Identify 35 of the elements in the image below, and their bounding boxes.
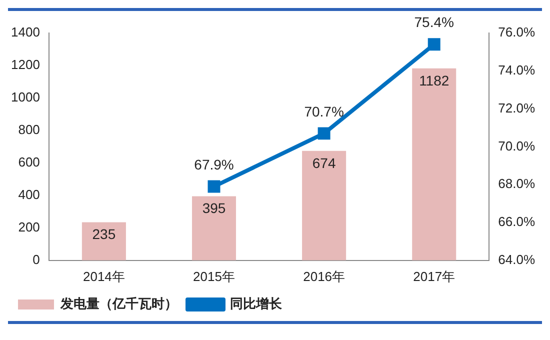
- legend-label: 发电量（亿千瓦时）: [60, 296, 178, 312]
- x-tick-label: 2014年: [82, 268, 125, 284]
- point: [318, 127, 330, 140]
- bar: [192, 196, 236, 260]
- x-tick-label: 2015年: [193, 268, 235, 284]
- y-tick-label: 0: [32, 252, 40, 267]
- legend-label: 同比增长: [230, 296, 283, 312]
- y2-tick-label: 68.0%: [498, 176, 536, 192]
- y-tick-label: 1400: [11, 24, 40, 40]
- y-tick-label: 200: [18, 219, 40, 234]
- y2-tick-label: 70.0%: [498, 138, 536, 154]
- data-label: 674: [312, 154, 336, 171]
- data-label: 1182: [419, 72, 450, 88]
- y-tick-label: 1000: [11, 90, 40, 105]
- bar: [302, 150, 346, 260]
- data-label: 395: [202, 200, 226, 216]
- y2-tick-label: 64.0%: [498, 252, 536, 267]
- bar: [82, 222, 126, 260]
- point: [208, 180, 220, 193]
- y2-tick-label: 74.0%: [498, 62, 536, 78]
- y2-tick-label: 72.0%: [498, 100, 536, 116]
- x-tick-label: 2017年: [413, 268, 456, 284]
- data-label: 235: [92, 226, 116, 242]
- y-tick-label: 1200: [11, 57, 40, 72]
- bar: [412, 68, 456, 260]
- y-tick-label: 800: [18, 122, 40, 138]
- y-tick-label: 400: [18, 187, 40, 202]
- y2-tick-label: 66.0%: [498, 214, 536, 230]
- y2-tick-label: 76.0%: [498, 24, 536, 40]
- point: [428, 38, 440, 51]
- data-label: 67.9%: [194, 156, 234, 172]
- x-tick-label: 2016年: [303, 268, 346, 284]
- data-label: 70.7%: [304, 103, 344, 120]
- y-tick-label: 600: [18, 154, 40, 170]
- data-label: 75.4%: [414, 14, 454, 30]
